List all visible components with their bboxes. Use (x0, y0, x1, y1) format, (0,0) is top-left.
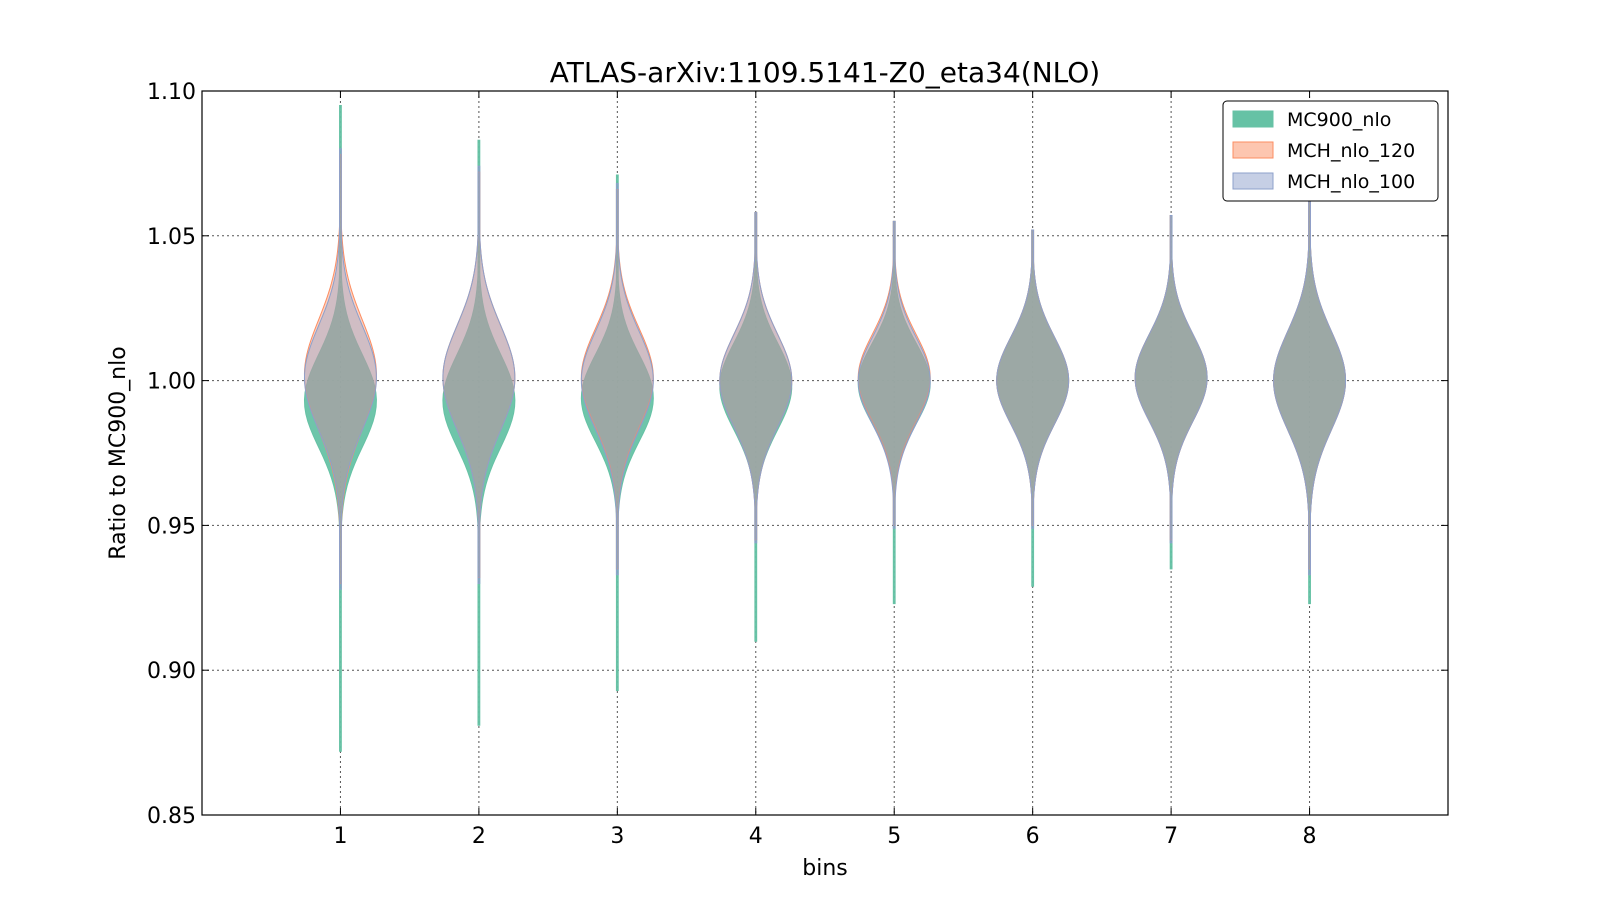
x-tick-label: 7 (1164, 824, 1178, 849)
y-tick-label: 1.10 (147, 80, 196, 105)
violin-MCH_nlo_100-bin-1 (303, 148, 377, 590)
violin-MCH_nlo_100-bin-3 (580, 183, 654, 576)
y-tick-label: 0.90 (147, 659, 196, 684)
legend-label: MC900_nlo (1287, 109, 1391, 131)
violins (303, 104, 1347, 752)
y-tick-label: 0.95 (147, 514, 196, 539)
violin-MCH_nlo_100-bin-7 (1134, 215, 1208, 544)
x-tick-label: 1 (333, 824, 347, 849)
x-tick-label: 2 (472, 824, 486, 849)
x-tick-label: 5 (887, 824, 901, 849)
legend-swatch (1232, 141, 1274, 159)
y-tick-label: 0.85 (147, 804, 196, 829)
x-tick-label: 8 (1303, 824, 1317, 849)
legend-label: MCH_nlo_120 (1287, 140, 1415, 162)
violin-MCH_nlo_100-bin-2 (442, 165, 516, 584)
y-axis-label: Ratio to MC900_nlo (106, 346, 131, 559)
legend-label: MCH_nlo_100 (1287, 171, 1415, 193)
x-axis-label: bins (802, 856, 847, 881)
violin-MCH_nlo_100-bin-6 (996, 229, 1070, 529)
legend-box (1222, 100, 1439, 202)
legend-swatch (1232, 110, 1274, 128)
x-tick-label: 4 (749, 824, 763, 849)
violin-MCH_nlo_100-bin-4 (719, 212, 793, 544)
plot-frame (201, 90, 1449, 816)
ticks: 1 2 3 4 5 6 7 8 0.85 0.90 0.95 1.00 1.05 1.10 (147, 80, 1448, 849)
legend-swatch (1232, 172, 1274, 190)
y-tick-label: 1.05 (147, 225, 196, 250)
chart-title: ATLAS-arXiv:1109.5141-Z0_eta34(NLO) (550, 56, 1100, 89)
x-tick-label: 3 (610, 824, 624, 849)
y-tick-label: 1.00 (147, 370, 196, 395)
series-MCH_nlo_100 (303, 148, 1347, 590)
legend: MC900_nlo MCH_nlo_120 MCH_nlo_100 (1222, 100, 1439, 202)
x-tick-label: 6 (1026, 824, 1040, 849)
violin-MCH_nlo_100-bin-8 (1273, 183, 1347, 576)
violin-MCH_nlo_100-bin-5 (857, 220, 931, 529)
